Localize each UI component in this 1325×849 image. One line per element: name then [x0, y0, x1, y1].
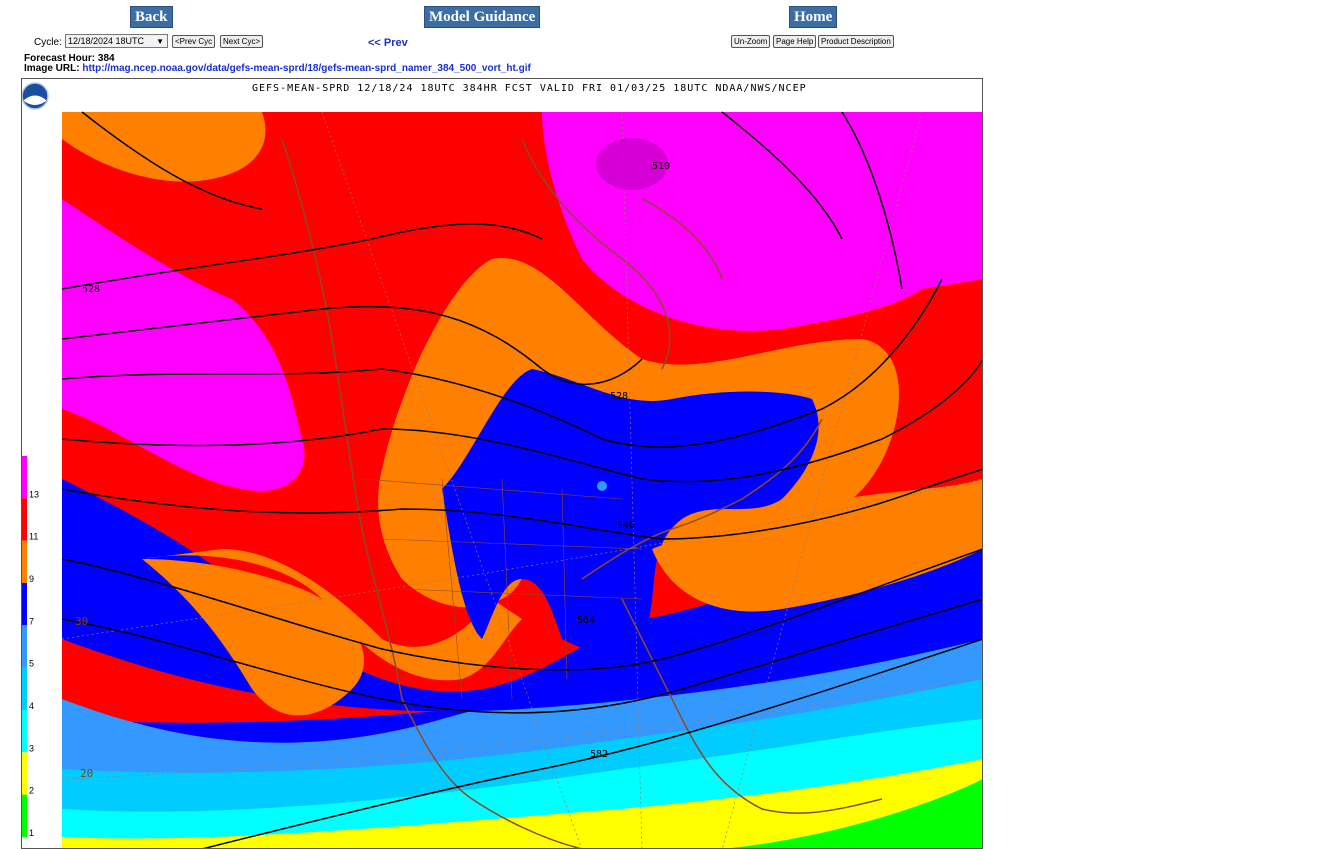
unzoom-button[interactable]: Un-Zoom [731, 35, 771, 48]
prev-cycle-button[interactable]: <Prev Cyc [172, 35, 216, 48]
height-contours [61, 111, 982, 848]
contour-label: 546 [617, 520, 635, 531]
contour-label: 582 [590, 749, 608, 760]
cycle-select[interactable]: 12/18/2024 18UTC ▼ [65, 34, 168, 48]
contour-label: 510 [652, 161, 670, 172]
noaa-logo [22, 82, 49, 110]
image-url-row: Image URL: http://mag.ncep.noaa.gov/data… [24, 63, 531, 74]
scale-label: 11 [29, 532, 38, 542]
page-help-button[interactable]: Page Help [773, 35, 817, 48]
scale-swatch [22, 710, 27, 753]
model-guidance-button[interactable]: Model Guidance [424, 6, 541, 28]
scale-swatch [22, 540, 27, 583]
scale-label: 3 [29, 743, 34, 753]
coastlines [281, 138, 883, 848]
scale-label: 5 [29, 659, 34, 669]
forecast-map[interactable]: GEFS-MEAN-SPRD 12/18/24 18UTC 384HR FCST… [21, 78, 983, 849]
scale-label: 4 [29, 701, 34, 711]
scale-label: 7 [29, 616, 34, 626]
scale-label: 9 [29, 574, 34, 584]
lake-marker [597, 481, 607, 491]
cycle-label: Cycle: [34, 37, 62, 48]
contour-label: 528 [82, 284, 100, 295]
next-cycle-button[interactable]: Next Cyc> [220, 35, 264, 48]
prev-link[interactable]: << Prev [368, 37, 408, 49]
scale-swatch [22, 498, 27, 541]
scale-swatch [22, 794, 27, 837]
map-graphic: 13 11 9 7 5 4 3 2 1 [22, 82, 982, 848]
spread-fill-layers [62, 112, 982, 848]
scale-swatch [22, 625, 27, 668]
contour-label: 528 [610, 391, 628, 402]
latitude-label: 30 [75, 615, 88, 628]
scale-label: 1 [29, 828, 34, 838]
map-title: GEFS-MEAN-SPRD 12/18/24 18UTC 384HR FCST… [252, 83, 807, 94]
scale-swatch [22, 456, 27, 499]
home-button[interactable]: Home [789, 6, 838, 28]
scale-label: 2 [29, 786, 34, 796]
image-url-link[interactable]: http://mag.ncep.noaa.gov/data/gefs-mean-… [82, 63, 531, 74]
graticule [61, 111, 982, 848]
contour-label: 564 [577, 615, 595, 626]
back-button[interactable]: Back [130, 6, 173, 28]
image-url-label: Image URL: [24, 63, 80, 74]
chevron-down-icon: ▼ [156, 37, 164, 46]
scale-swatch [22, 583, 27, 626]
color-scale-bar: 13 11 9 7 5 4 3 2 1 [22, 456, 39, 838]
contour-labels: 510 528 528 546 564 582 30 20 [75, 161, 670, 780]
product-description-button[interactable]: Product Description [818, 35, 894, 48]
scale-swatch [22, 667, 27, 710]
latitude-label: 20 [80, 767, 93, 780]
cycle-select-value: 12/18/2024 18UTC [68, 36, 145, 46]
scale-swatch [22, 752, 27, 795]
vorticity-hatch [596, 138, 668, 190]
scale-label: 13 [29, 489, 39, 499]
forecast-hour: Forecast Hour: 384 [24, 53, 115, 64]
